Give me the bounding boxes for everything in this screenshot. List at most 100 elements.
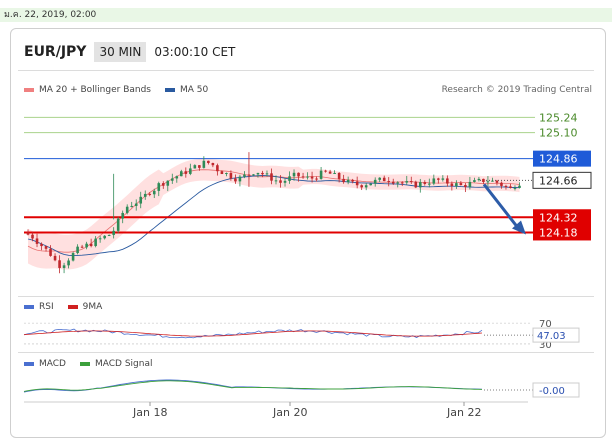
candle-body [220,171,224,175]
candle-body [53,255,57,261]
level-label-3: 124.32 [539,211,578,224]
last-price-label: 124.66 [539,174,578,187]
candle-body [134,203,138,206]
macd-swatch [24,362,34,366]
candle-body [500,182,503,186]
bollinger-band [28,158,520,270]
level-tag-4 [533,224,591,241]
candle-body [355,181,359,186]
candle-body [170,178,174,181]
candle-body [473,180,476,182]
candle-body [225,173,228,175]
candle-body [198,165,201,168]
legend-ma50: MA 50 [165,85,208,95]
candle-body [189,168,192,174]
candle-body [238,176,242,182]
level-label-4: 124.18 [539,226,578,239]
candle-body [477,178,481,181]
candle-body [116,218,120,231]
candle-body [400,182,404,184]
legend-9ma-label: 9MA [82,302,103,312]
candle-body [175,176,179,179]
candle-body [94,238,97,247]
candle-body [324,170,327,172]
candle-body [139,196,143,204]
rsi-divider [18,296,594,297]
legend-ma20: MA 20 + Bollinger Bands [24,85,151,95]
x-tick-jan22: Jan 22 [447,406,482,419]
candle-body [396,182,400,184]
candle-body [256,172,260,175]
level-label-0: 125.24 [539,111,578,124]
candle-body [342,178,345,183]
candle-body [234,178,237,182]
candle-body [306,176,309,178]
macd-divider [18,352,594,353]
candle-body [301,176,305,178]
candle-body [98,238,102,240]
ma50-line [27,175,520,257]
price-legend: MA 20 + Bollinger Bands MA 50 [24,85,222,95]
candle-body [423,182,427,184]
candle-body [261,172,264,175]
candle-body [459,183,463,186]
candle-body [274,180,278,182]
candle-body [346,179,350,183]
candle-body [211,163,215,166]
candle-body [518,185,521,188]
candle-body [468,181,472,188]
candle-body [112,230,115,235]
candle-body [207,160,210,164]
legend-macd-signal: MACD Signal [79,359,152,369]
candle-body [107,234,111,236]
candle-body [387,181,391,183]
forecast-arrow [482,183,522,232]
legend-ma50-label: MA 50 [180,85,209,95]
candle-body [229,173,233,179]
candle-body [418,182,422,188]
legend-rsi: RSI [24,302,54,312]
candle-body [180,171,183,177]
candle-body [265,173,269,175]
chart-header: EUR/JPY 30 MIN 03:00:10 CET [24,41,235,63]
ma50-swatch [165,88,175,92]
symbol-label: EUR/JPY [24,44,87,60]
candle-body [157,183,161,191]
legend-macd-label: MACD [39,359,66,369]
candle-body [391,181,395,184]
candle-body [130,205,134,207]
timeframe-badge[interactable]: 30 MIN [94,42,147,62]
macd-last-label: -0.00 [539,386,565,397]
candle-body [328,171,332,174]
header-time: 03:00:10 CET [154,45,236,59]
candle-body [85,243,88,248]
macd-signal-swatch [79,362,90,366]
candle-body [40,243,43,247]
candle-body [315,178,318,180]
candle-body [351,179,354,182]
candle-body [446,178,449,184]
candle-body [252,174,255,176]
candle-body [482,178,485,183]
candle-body [143,193,147,197]
candle-body [337,173,341,179]
candle-body [288,176,291,181]
candle-body [76,246,79,254]
date-stamp: ม.ค. 22, 2019, 02:00 [0,8,612,22]
level-tag-2 [533,150,591,167]
candle-body [450,183,454,187]
candle-body [243,174,246,177]
candle-body [364,185,368,188]
last-price-tag [532,171,592,189]
candle-body [44,246,48,249]
candle-body [26,232,30,235]
rsi-last-tag [532,327,580,343]
candle-body [279,180,282,183]
candle-body [202,160,206,168]
candle-body [382,177,386,182]
candle-body [270,173,273,181]
candle-body [504,185,508,187]
x-tick-jan20: Jan 20 [273,406,308,419]
macd-legend: MACD MACD Signal [24,359,166,369]
